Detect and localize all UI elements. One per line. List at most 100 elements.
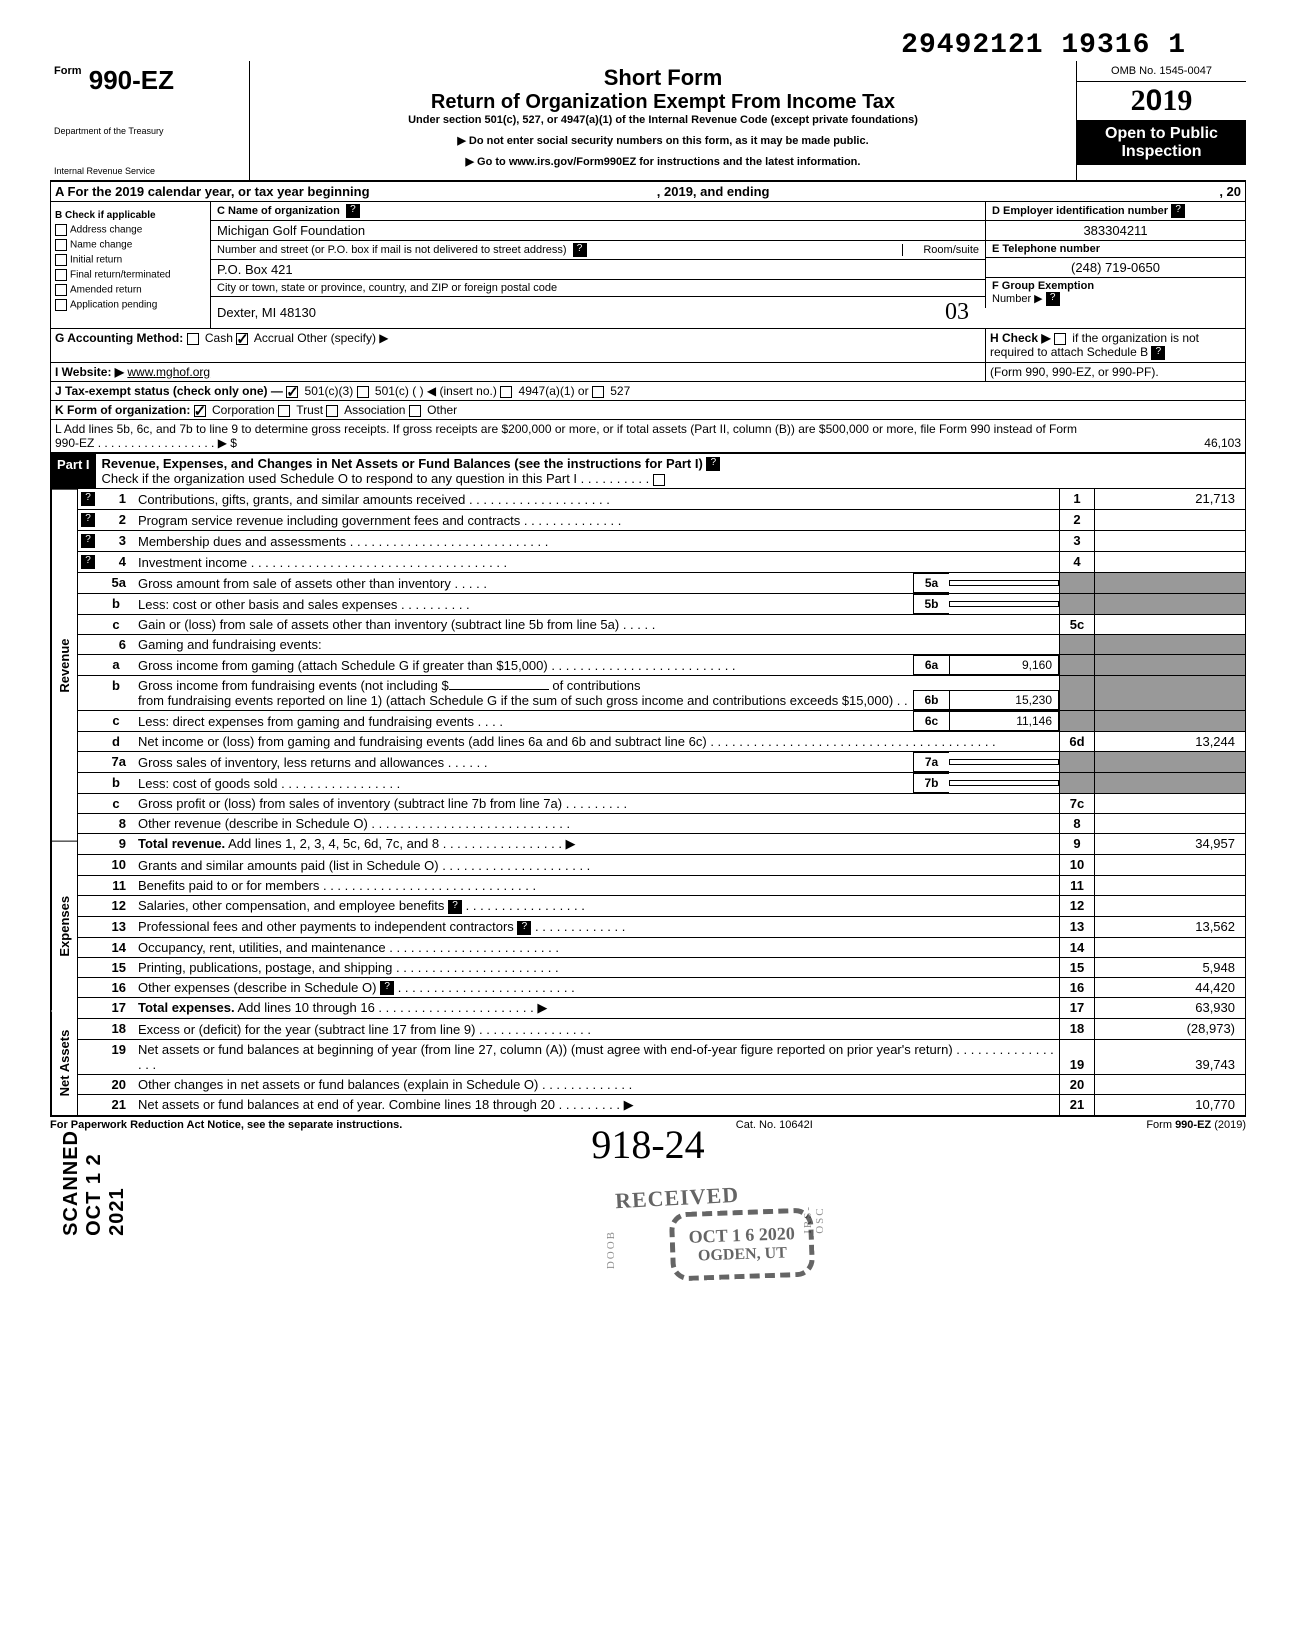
line-6c-mbval: 11,146: [949, 711, 1059, 731]
line-9-desc: Add lines 1, 2, 3, 4, 5c, 6d, 7c, and 8: [228, 836, 439, 851]
line-19-desc: Net assets or fund balances at beginning…: [138, 1042, 953, 1057]
help-icon[interactable]: ?: [81, 534, 95, 548]
line-3-endno: 3: [1059, 531, 1095, 551]
tax-year: 2019: [1077, 82, 1246, 121]
part1-title: Revenue, Expenses, and Changes in Net As…: [102, 456, 703, 471]
line-9-no: 9: [98, 834, 134, 854]
short-form-title: Short Form: [254, 65, 1072, 91]
h-text2: (Form 990, 990-EZ, or 990-PF).: [985, 363, 1245, 381]
line-13-desc: Professional fees and other payments to …: [138, 919, 514, 934]
line-8-endno: 8: [1059, 814, 1095, 833]
part1-check: Check if the organization used Schedule …: [102, 471, 578, 486]
shaded-cell: [1095, 594, 1245, 614]
help-icon[interactable]: ?: [380, 981, 394, 995]
l-arrow: ▶ $: [218, 436, 237, 450]
l-value: 46,103: [1095, 434, 1245, 452]
help-icon[interactable]: ?: [573, 243, 587, 257]
line-3-no: 3: [98, 531, 134, 551]
line-18-desc: Excess or (deficit) for the year (subtra…: [138, 1022, 475, 1037]
line-12-val: [1095, 896, 1245, 916]
hand-initial: 03: [945, 299, 979, 326]
line-7a-mbno: 7a: [913, 752, 949, 772]
line-5c-endno: 5c: [1059, 615, 1095, 634]
line-2-desc: Program service revenue including govern…: [138, 513, 520, 528]
name-change-checkbox[interactable]: [55, 239, 67, 251]
line-11-val: [1095, 876, 1245, 895]
city-value: Dexter, MI 48130: [217, 305, 316, 320]
shaded-cell: [1059, 773, 1095, 793]
line-20-desc: Other changes in net assets or fund bala…: [138, 1077, 538, 1092]
form-ref: Form 990-EZ (2019): [1146, 1119, 1246, 1131]
help-icon[interactable]: ?: [346, 204, 360, 218]
help-icon[interactable]: ?: [448, 900, 462, 914]
line-13-endno: 13: [1059, 917, 1095, 937]
shaded-cell: [1059, 676, 1095, 710]
line-7a-mbval: [949, 759, 1059, 765]
f-label2: Number ▶: [992, 293, 1043, 305]
line-2-endno: 2: [1059, 510, 1095, 530]
line-3-val: [1095, 531, 1245, 551]
help-icon[interactable]: ?: [81, 492, 95, 506]
line-5a-mbno: 5a: [913, 573, 949, 593]
h-checkbox[interactable]: [1054, 333, 1066, 345]
accrual-checkbox[interactable]: [236, 333, 248, 345]
scho-checkbox[interactable]: [653, 474, 665, 486]
line-1-desc: Contributions, gifts, grants, and simila…: [138, 492, 465, 507]
help-icon[interactable]: ?: [1171, 204, 1185, 218]
527-checkbox[interactable]: [592, 386, 604, 398]
netassets-vlabel: Net Assets: [51, 1011, 77, 1115]
shaded-cell: [1059, 711, 1095, 731]
under-section: Under section 501(c), 527, or 4947(a)(1)…: [254, 114, 1072, 126]
line-6b-no: b: [98, 676, 134, 710]
other-checkbox[interactable]: [409, 405, 421, 417]
line-6-no: 6: [98, 635, 134, 654]
d-label: D Employer identification number: [992, 205, 1168, 217]
line-7b-desc: Less: cost of goods sold: [138, 776, 277, 791]
line-16-val: 44,420: [1095, 978, 1245, 998]
line-13-val: 13,562: [1095, 917, 1245, 937]
line-12-desc: Salaries, other compensation, and employ…: [138, 898, 444, 913]
room-label: Room/suite: [902, 244, 979, 256]
line-16-desc: Other expenses (describe in Schedule O): [138, 980, 376, 995]
line-19-no: 19: [98, 1040, 134, 1074]
help-icon[interactable]: ?: [81, 513, 95, 527]
corp-checkbox[interactable]: [194, 405, 206, 417]
open-public: Open to Public: [1081, 125, 1242, 143]
trust-checkbox[interactable]: [278, 405, 290, 417]
part1-label: Part I: [51, 454, 96, 489]
cash-checkbox[interactable]: [187, 333, 199, 345]
cash-label: Cash: [205, 331, 233, 345]
addr-change-checkbox[interactable]: [55, 224, 67, 236]
revenue-vlabel: Revenue: [51, 489, 77, 841]
dept-treasury: Department of the Treasury: [54, 126, 245, 136]
501c3-checkbox[interactable]: [286, 386, 298, 398]
shaded-cell: [1059, 594, 1095, 614]
final-checkbox[interactable]: [55, 269, 67, 281]
help-icon[interactable]: ?: [706, 457, 720, 471]
line-18-no: 18: [98, 1019, 134, 1039]
shaded-cell: [1095, 676, 1245, 710]
line-10-endno: 10: [1059, 855, 1095, 875]
line-7c-endno: 7c: [1059, 794, 1095, 813]
line-6d-endno: 6d: [1059, 732, 1095, 751]
help-icon[interactable]: ?: [81, 555, 95, 569]
4947-checkbox[interactable]: [500, 386, 512, 398]
501c-checkbox[interactable]: [357, 386, 369, 398]
help-icon[interactable]: ?: [1151, 346, 1165, 360]
line-6b-desc1: Gross income from fundraising events (no…: [138, 678, 449, 693]
line-6b-mbval: 15,230: [949, 690, 1059, 710]
line-5c-val: [1095, 615, 1245, 634]
amended-checkbox[interactable]: [55, 284, 67, 296]
line-6-desc: Gaming and fundraising events:: [134, 635, 1059, 654]
help-icon[interactable]: ?: [517, 921, 531, 935]
pending-checkbox[interactable]: [55, 299, 67, 311]
initial-checkbox[interactable]: [55, 254, 67, 266]
line-7c-desc: Gross profit or (loss) from sales of inv…: [138, 796, 562, 811]
help-icon[interactable]: ?: [1046, 292, 1060, 306]
assoc-checkbox[interactable]: [326, 405, 338, 417]
pending-label: Application pending: [70, 300, 157, 311]
amended-label: Amended return: [70, 285, 142, 296]
line-17-endno: 17: [1059, 998, 1095, 1018]
j-label: J Tax-exempt status (check only one) —: [55, 384, 283, 398]
line-5a-no: 5a: [98, 573, 134, 593]
